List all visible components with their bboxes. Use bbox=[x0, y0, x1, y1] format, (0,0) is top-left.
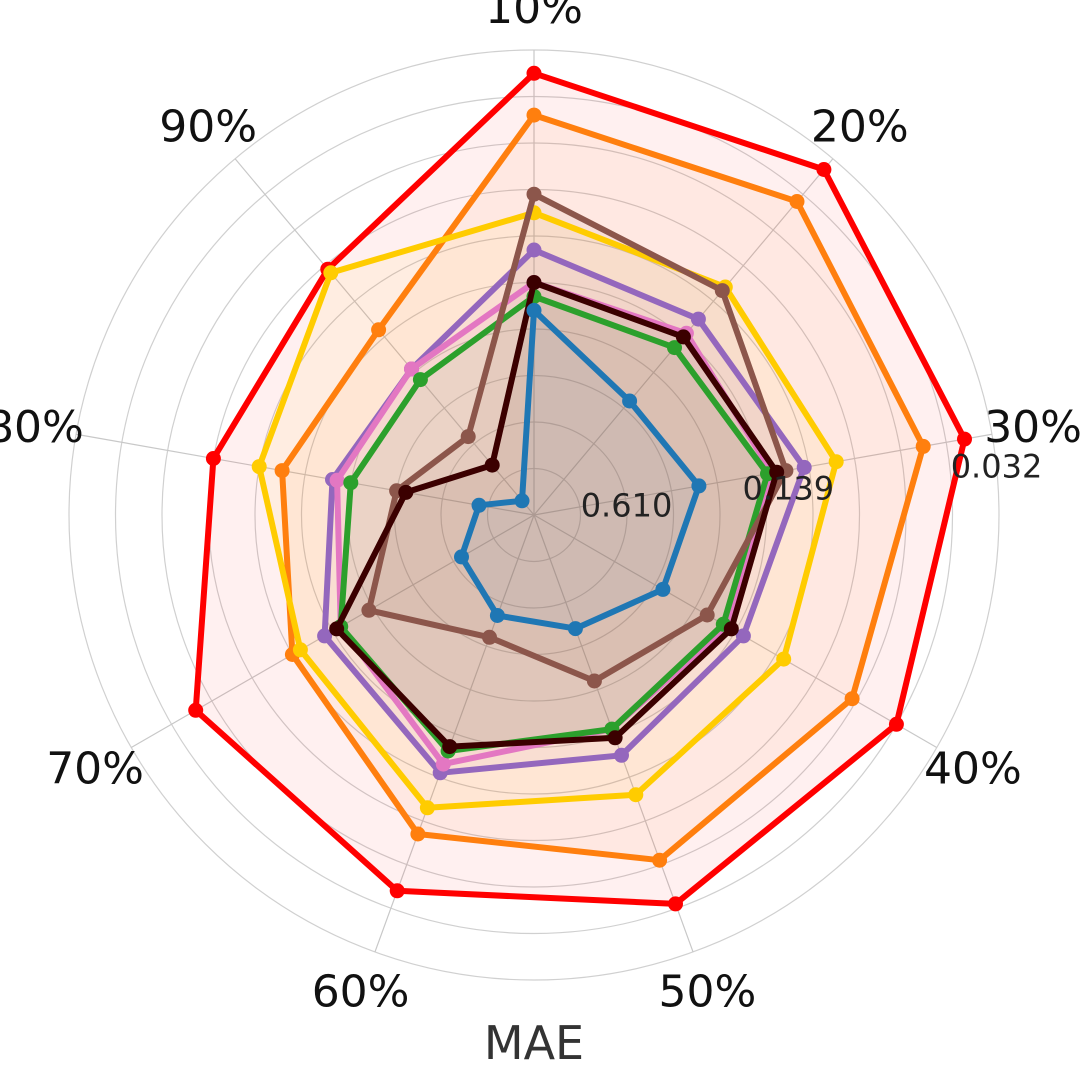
series-7-point-30% bbox=[769, 464, 785, 480]
series-6-point-20% bbox=[714, 283, 730, 299]
spoke-80% bbox=[75, 433, 535, 516]
series-8-point-80% bbox=[471, 497, 487, 513]
series-8-point-20% bbox=[622, 393, 638, 409]
series-1-point-10% bbox=[526, 107, 542, 123]
series-1-point-30% bbox=[915, 438, 931, 454]
series-7-point-90% bbox=[484, 457, 500, 473]
series-7-point-10% bbox=[526, 275, 542, 290]
ring-tick-label-1: 0.139 bbox=[742, 469, 834, 507]
series-0-point-70% bbox=[188, 702, 204, 718]
series-3-point-10% bbox=[526, 242, 542, 258]
series-6-point-90% bbox=[460, 429, 476, 445]
series-7-point-60% bbox=[442, 739, 458, 755]
series-line-2 bbox=[256, 209, 840, 811]
series-8-point-90% bbox=[514, 493, 530, 509]
series-8-point-10% bbox=[526, 302, 542, 318]
category-label-40%: 40% bbox=[924, 743, 1022, 794]
series-8-point-60% bbox=[489, 608, 505, 623]
series-2-point-50% bbox=[628, 787, 644, 803]
category-label-30%: 30% bbox=[984, 402, 1080, 453]
series-5-point-80% bbox=[343, 475, 359, 491]
series-6-point-50% bbox=[586, 673, 602, 689]
series-2-point-30% bbox=[828, 454, 844, 470]
category-label-60%: 60% bbox=[312, 966, 410, 1017]
category-label-50%: 50% bbox=[659, 966, 757, 1017]
series-2-point-70% bbox=[292, 642, 308, 658]
category-label-20%: 20% bbox=[811, 102, 909, 153]
spoke-90% bbox=[234, 158, 535, 516]
series-7-point-40% bbox=[723, 621, 739, 637]
series-fill-3 bbox=[324, 250, 805, 773]
series-0-point-20% bbox=[816, 162, 832, 177]
series-0-point-60% bbox=[389, 883, 405, 899]
series-3-point-20% bbox=[690, 311, 706, 327]
series-1-point-20% bbox=[789, 194, 805, 209]
series-4-point-80% bbox=[329, 472, 345, 488]
series-7-point-20% bbox=[675, 329, 691, 345]
series-0-point-50% bbox=[668, 896, 683, 912]
series-fill-0 bbox=[195, 73, 965, 904]
series-6-point-40% bbox=[699, 607, 715, 623]
category-label-10%: 10% bbox=[485, 0, 583, 34]
series-7-point-70% bbox=[329, 621, 345, 637]
series-8-point-50% bbox=[567, 621, 583, 637]
series-line-1 bbox=[279, 112, 927, 864]
series-3-point-50% bbox=[614, 747, 629, 763]
series-5-point-90% bbox=[412, 372, 428, 388]
series-fill-5 bbox=[340, 296, 768, 751]
ring-tick-label-0: 0.610 bbox=[581, 486, 673, 524]
category-label-80%: 80% bbox=[0, 402, 84, 453]
series-6-point-60% bbox=[482, 629, 497, 645]
series-4-point-90% bbox=[404, 361, 419, 377]
series-6-point-70% bbox=[361, 602, 377, 618]
series-2-point-80% bbox=[251, 459, 267, 475]
series-1-point-80% bbox=[274, 463, 290, 479]
series-2-point-40% bbox=[776, 651, 792, 667]
series-fill-8 bbox=[461, 310, 699, 629]
series-0-point-80% bbox=[205, 451, 221, 466]
series-1-point-60% bbox=[410, 826, 426, 842]
series-2-point-90% bbox=[323, 265, 339, 281]
series-1-point-40% bbox=[844, 691, 860, 707]
series-8-point-40% bbox=[655, 581, 671, 597]
series-line-0 bbox=[192, 70, 968, 907]
series-6-point-10% bbox=[526, 186, 542, 202]
series-fill-6 bbox=[368, 194, 786, 681]
category-label-70%: 70% bbox=[46, 743, 144, 794]
ring-tick-label-2: 0.032 bbox=[951, 447, 1043, 485]
series-line-6 bbox=[365, 191, 789, 684]
axis-title: MAE bbox=[484, 1016, 584, 1070]
series-8-point-70% bbox=[454, 549, 469, 565]
series-0-point-40% bbox=[888, 716, 904, 732]
series-3-point-40% bbox=[735, 628, 751, 644]
series-1-point-90% bbox=[371, 322, 387, 338]
series-5-point-20% bbox=[667, 340, 682, 356]
series-0-point-10% bbox=[526, 65, 542, 81]
series-0-point-30% bbox=[957, 431, 972, 447]
radar-labels: 10% 20% 30% 40% 50% 60% 70% 80% 90% 0.610 0.139 0.0… bbox=[0, 0, 1080, 1017]
series-fill-1 bbox=[282, 115, 924, 861]
series-line-7 bbox=[333, 279, 780, 750]
spoke-60% bbox=[374, 514, 535, 953]
series-8-point-30% bbox=[691, 478, 707, 494]
radar-series bbox=[188, 65, 972, 912]
series-7-point-80% bbox=[398, 484, 414, 500]
series-4-point-60% bbox=[435, 756, 451, 772]
category-label-90%: 90% bbox=[159, 102, 257, 153]
series-2-point-60% bbox=[419, 800, 435, 816]
series-3-point-70% bbox=[317, 628, 333, 644]
series-line-8 bbox=[458, 307, 702, 632]
series-3-point-30% bbox=[796, 459, 812, 475]
series-7-point-50% bbox=[607, 730, 623, 746]
series-1-point-50% bbox=[652, 852, 668, 868]
